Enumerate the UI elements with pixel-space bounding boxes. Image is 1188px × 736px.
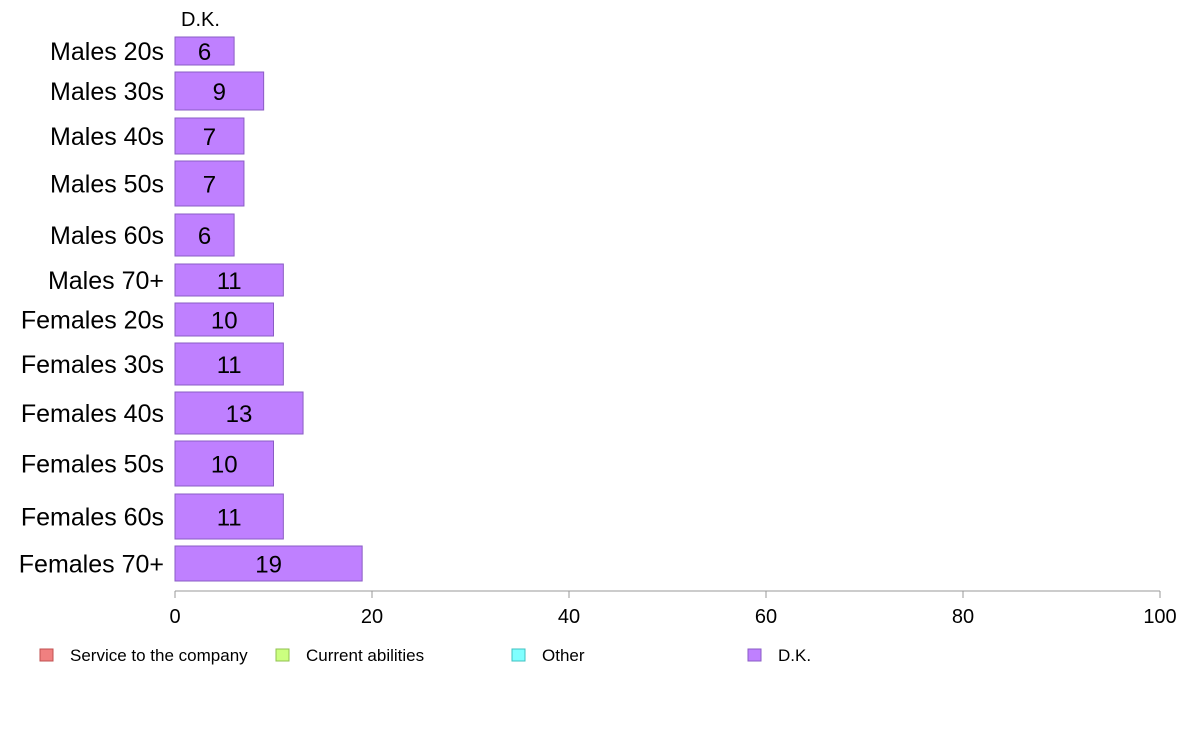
value-label: 6 — [198, 223, 211, 250]
value-label: 13 — [226, 401, 253, 428]
bar — [174, 342, 284, 386]
value-label: 7 — [203, 172, 216, 199]
category-label: Males 70+ — [48, 267, 164, 295]
value-label: 6 — [198, 39, 211, 66]
legend-label: Service to the company — [70, 646, 248, 665]
value-label: 10 — [211, 308, 238, 335]
value-label: 11 — [217, 268, 242, 295]
category-label: Females 50s — [21, 451, 164, 479]
value-label: 19 — [255, 552, 282, 579]
bar — [174, 71, 265, 111]
category-label: Females 70+ — [19, 551, 164, 579]
legend-swatch — [747, 648, 762, 662]
bars-group — [174, 36, 363, 582]
bar — [174, 117, 245, 155]
bar — [174, 160, 245, 207]
bar — [174, 545, 363, 582]
category-label: Males 40s — [50, 123, 164, 151]
legend-swatch — [511, 648, 526, 662]
x-tick-label: 100 — [1143, 606, 1176, 628]
bar — [174, 493, 284, 540]
bar — [174, 391, 304, 435]
category-label: Females 30s — [21, 351, 164, 379]
value-label: 11 — [217, 352, 242, 379]
value-label: 11 — [217, 505, 242, 532]
legend-label: Current abilities — [306, 646, 424, 665]
category-label: Females 40s — [21, 400, 164, 428]
x-tick-label: 60 — [755, 606, 777, 628]
legend-label: Other — [542, 646, 585, 665]
category-label: Males 20s — [50, 38, 164, 66]
value-label: 10 — [211, 452, 238, 479]
legend-swatch — [275, 648, 290, 662]
category-label: Males 60s — [50, 222, 164, 250]
x-tick-label: 20 — [361, 606, 383, 628]
category-label: Females 60s — [21, 504, 164, 532]
bar — [174, 263, 284, 297]
value-label: 9 — [213, 79, 226, 106]
legend: Service to the company Current abilities O… — [39, 646, 811, 665]
bar — [174, 36, 235, 66]
bar — [174, 213, 235, 257]
legend-swatch — [39, 648, 54, 662]
category-label: Females 20s — [21, 307, 164, 335]
legend-label: D.K. — [778, 646, 811, 665]
x-axis: 0 20 40 60 80 100 — [169, 590, 1177, 628]
x-tick-label: 80 — [952, 606, 974, 628]
x-tick-label: 0 — [169, 606, 180, 628]
category-label: Males 50s — [50, 171, 164, 199]
category-labels: Males 20s Males 30s Males 40s Males 50s Male… — [19, 38, 164, 579]
series-header-dk: D.K. — [181, 9, 220, 31]
category-label: Males 30s — [50, 78, 164, 106]
value-label: 7 — [203, 124, 216, 151]
x-tick-label: 40 — [558, 606, 580, 628]
bar — [174, 302, 274, 337]
bar — [174, 440, 274, 487]
